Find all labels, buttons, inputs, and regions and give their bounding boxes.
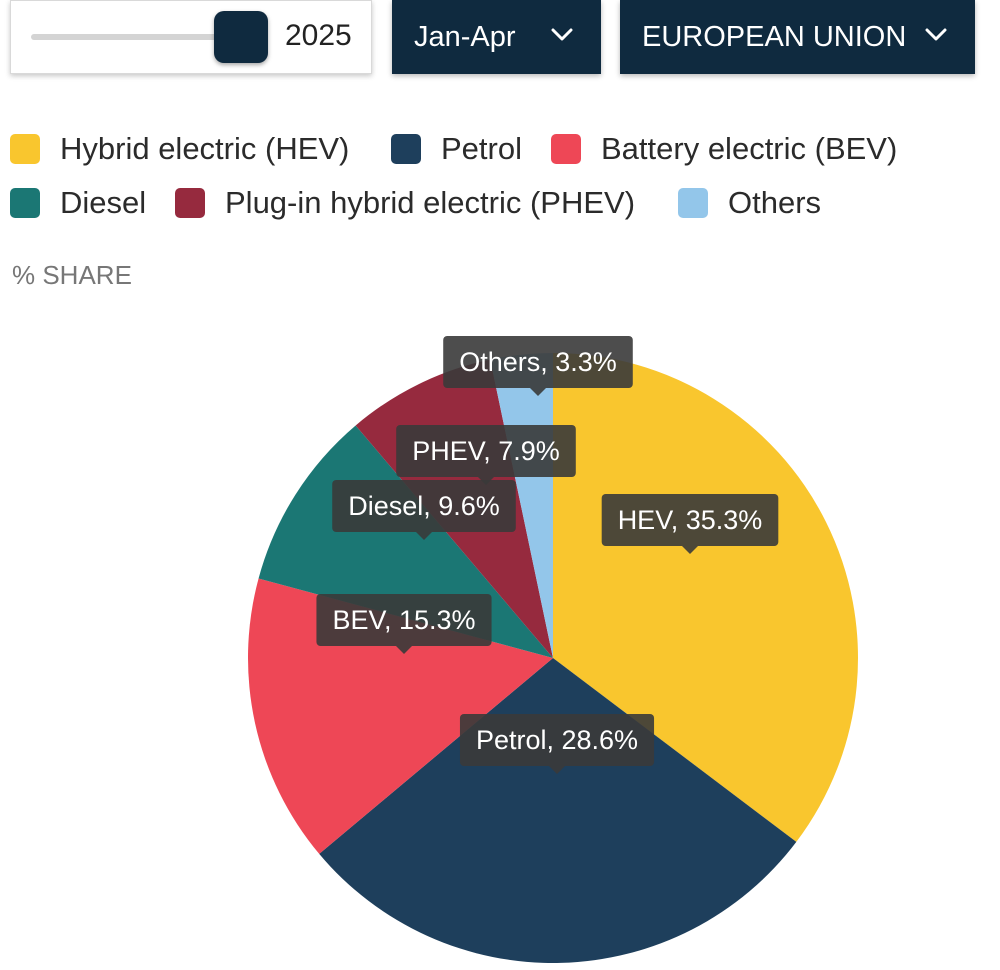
- slice-label-text: HEV, 35.3%: [618, 505, 763, 535]
- year-value: 2025: [285, 19, 352, 52]
- legend-swatch-bev: [551, 134, 581, 164]
- pie-chart: HEV, 35.3% Petrol, 28.6% BEV, 15.3% Diesel,…: [247, 336, 859, 964]
- legend-swatch-petrol: [391, 134, 421, 164]
- slice-label-text: PHEV, 7.9%: [412, 436, 560, 466]
- period-dropdown-label: Jan-Apr: [414, 20, 516, 53]
- legend-swatch-phev: [175, 188, 205, 218]
- slider-handle[interactable]: [214, 11, 268, 63]
- legend-label-bev: Battery electric (BEV): [601, 131, 898, 166]
- legend-item-bev[interactable]: Battery electric (BEV): [551, 125, 897, 173]
- slice-label-petrol: Petrol, 28.6%: [459, 714, 655, 774]
- year-slider[interactable]: 2025: [10, 0, 372, 74]
- slider-track[interactable]: [31, 34, 256, 40]
- legend-label-hev: Hybrid electric (HEV): [60, 131, 350, 166]
- region-dropdown[interactable]: EUROPEAN UNION: [620, 0, 975, 74]
- slice-label-text: Diesel, 9.6%: [348, 491, 500, 521]
- legend-swatch-diesel: [10, 188, 40, 218]
- slice-labels: HEV, 35.3% Petrol, 28.6% BEV, 15.3% Diesel,…: [316, 336, 779, 774]
- legend-item-phev[interactable]: Plug-in hybrid electric (PHEV): [175, 179, 635, 227]
- pie-slice-petrol[interactable]: [319, 658, 797, 964]
- chevron-down-icon: [551, 28, 573, 41]
- legend-label-phev: Plug-in hybrid electric (PHEV): [225, 185, 636, 220]
- slice-label-text: BEV, 15.3%: [332, 605, 475, 635]
- legend-label-diesel: Diesel: [60, 185, 147, 220]
- slice-label-text: Petrol, 28.6%: [476, 725, 638, 755]
- unit-label: % SHARE: [12, 260, 132, 290]
- slice-label-phev: PHEV, 7.9%: [396, 425, 576, 485]
- pie-slice-bev[interactable]: [247, 578, 553, 854]
- legend-item-diesel[interactable]: Diesel: [10, 179, 146, 227]
- legend-label-petrol: Petrol: [441, 131, 522, 166]
- legend-label-others: Others: [728, 185, 822, 220]
- pie-slice-hev[interactable]: [553, 353, 859, 842]
- legend-row: Hybrid electric (HEV) Petrol Battery ele…: [10, 125, 990, 179]
- chart-legend: Hybrid electric (HEV) Petrol Battery ele…: [10, 125, 990, 233]
- slice-label-hev: HEV, 35.3%: [601, 494, 779, 554]
- legend-item-petrol[interactable]: Petrol: [391, 125, 522, 173]
- slice-label-text: Others, 3.3%: [459, 347, 617, 377]
- slice-label-bev: BEV, 15.3%: [316, 594, 492, 654]
- legend-swatch-hev: [10, 134, 40, 164]
- region-dropdown-label: EUROPEAN UNION: [642, 20, 907, 53]
- legend-item-hev[interactable]: Hybrid electric (HEV): [10, 125, 349, 173]
- period-dropdown[interactable]: Jan-Apr: [392, 0, 601, 74]
- legend-swatch-others: [678, 188, 708, 218]
- chevron-down-icon: [925, 28, 947, 41]
- slice-label-diesel: Diesel, 9.6%: [332, 480, 516, 540]
- legend-row: Diesel Plug-in hybrid electric (PHEV) Ot…: [10, 179, 990, 233]
- legend-item-others[interactable]: Others: [678, 179, 821, 227]
- slice-label-others: Others, 3.3%: [443, 336, 633, 396]
